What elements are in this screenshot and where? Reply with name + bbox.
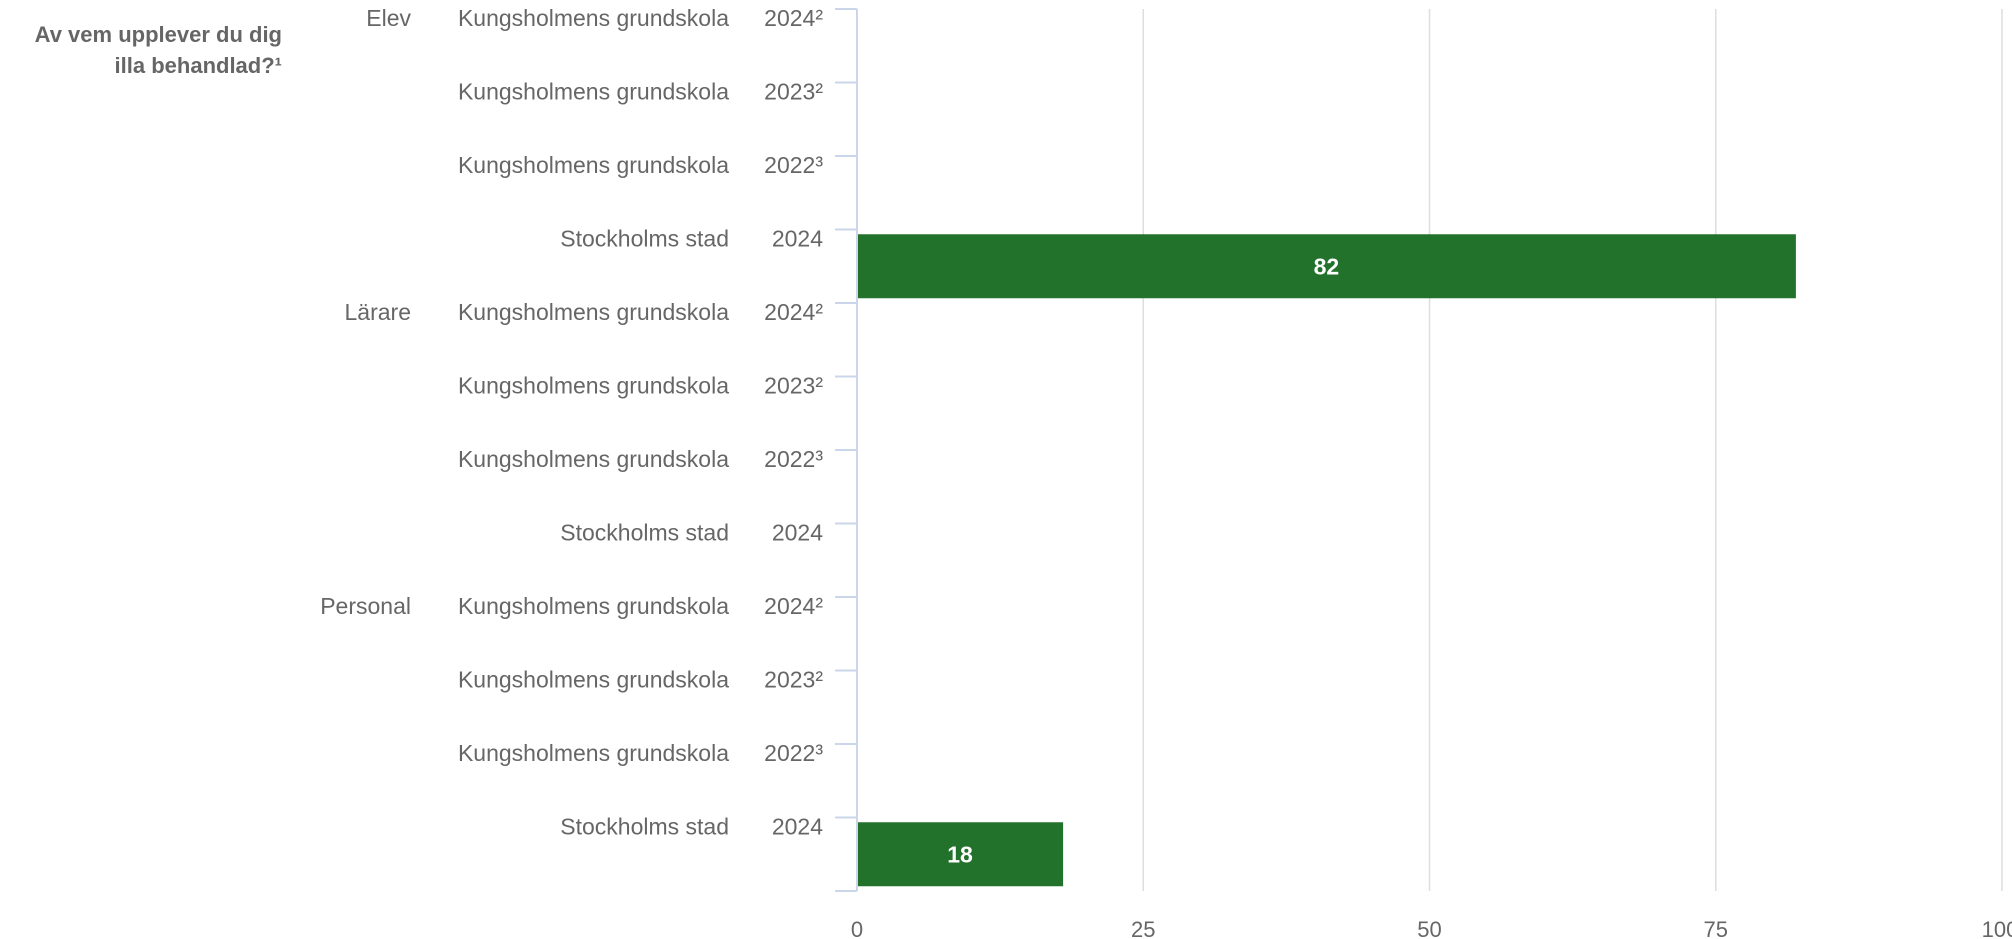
unit-label: Kungsholmens grundskola xyxy=(458,372,729,398)
x-axis-ticks: 0 25 50 75 100 xyxy=(851,917,2012,939)
year-label: 2024² xyxy=(764,593,823,619)
year-label: 2022³ xyxy=(764,446,823,472)
question-title-line-2: illa behandlad?¹ xyxy=(115,53,282,78)
x-tick-label: 0 xyxy=(851,917,863,939)
unit-label: Kungsholmens grundskola xyxy=(458,666,729,692)
unit-label: Kungsholmens grundskola xyxy=(458,152,729,178)
unit-label: Kungsholmens grundskola xyxy=(458,593,729,619)
x-tick-label: 100 xyxy=(1982,917,2012,939)
year-label: 2022³ xyxy=(764,152,823,178)
year-label: 2024² xyxy=(764,5,823,31)
unit-label: Kungsholmens grundskola xyxy=(458,740,729,766)
unit-label: Kungsholmens grundskola xyxy=(458,78,729,104)
group-label: Elev xyxy=(366,5,411,31)
unit-label: Kungsholmens grundskola xyxy=(458,5,729,31)
unit-label: Stockholms stad xyxy=(560,519,729,545)
year-label: 2024² xyxy=(764,299,823,325)
year-label: 2024 xyxy=(772,813,823,839)
year-label: 2024 xyxy=(772,225,823,251)
unit-label: Kungsholmens grundskola xyxy=(458,446,729,472)
x-tick-label: 50 xyxy=(1417,917,1441,939)
unit-label: Kungsholmens grundskola xyxy=(458,299,729,325)
bar-value-label: 82 xyxy=(1314,253,1340,279)
year-label: 2024 xyxy=(772,519,823,545)
bar-personal-3 xyxy=(858,822,1064,887)
year-label: 2023² xyxy=(764,372,823,398)
category-labels: Elev Kungsholmens grundskola 2024² Kungshol… xyxy=(320,5,823,840)
x-tick-label: 25 xyxy=(1131,917,1155,939)
unit-label: Stockholms stad xyxy=(560,225,729,251)
group-label: Lärare xyxy=(345,299,411,325)
bar-value-label: 18 xyxy=(947,841,973,867)
bars: 82 18 xyxy=(858,234,1796,887)
bar-elev-3 xyxy=(858,234,1796,299)
unit-label: Stockholms stad xyxy=(560,813,729,839)
year-label: 2023² xyxy=(764,78,823,104)
year-label: 2023² xyxy=(764,666,823,692)
year-label: 2022³ xyxy=(764,740,823,766)
question-title-line-1: Av vem upplever du dig xyxy=(35,22,282,47)
group-label: Personal xyxy=(320,593,411,619)
x-tick-label: 75 xyxy=(1704,917,1728,939)
grid-lines xyxy=(1142,9,2003,891)
y-axis xyxy=(835,8,858,892)
